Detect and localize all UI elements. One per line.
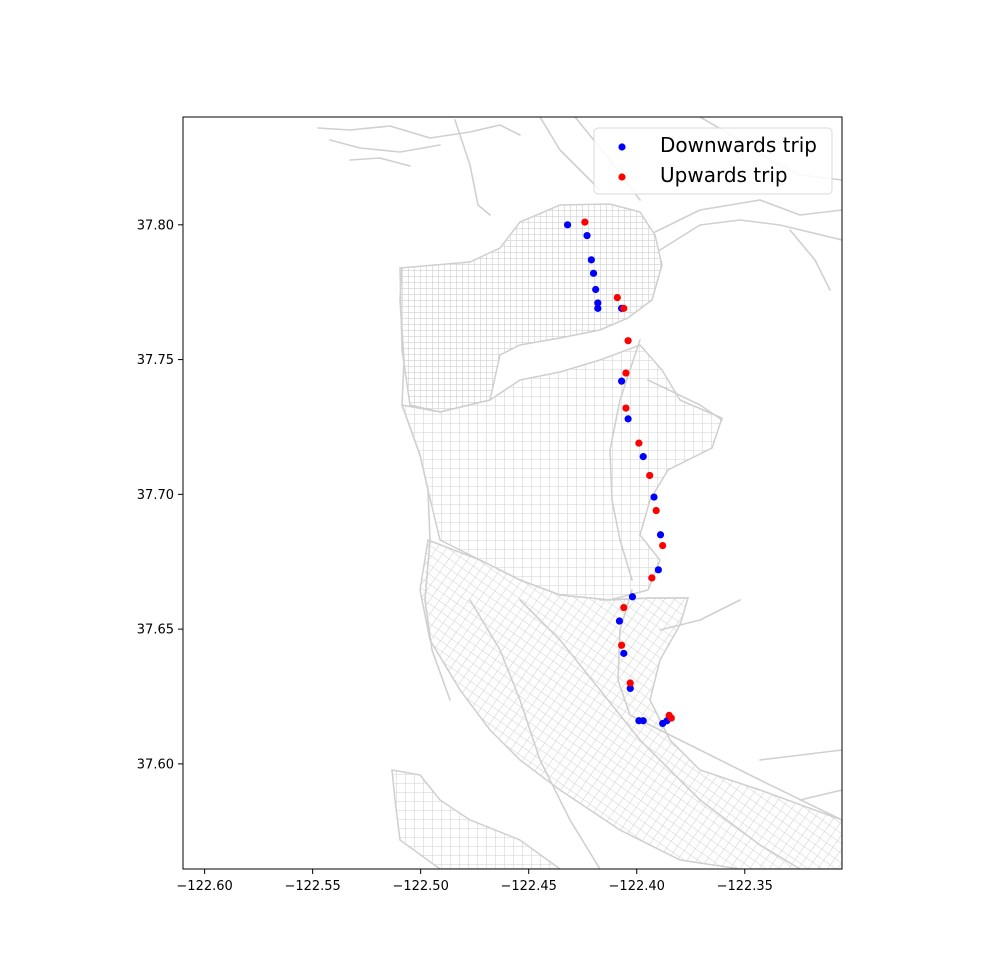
upwards-trip-point bbox=[635, 439, 643, 447]
downwards-trip-point bbox=[639, 717, 647, 725]
downwards-trip-point bbox=[594, 299, 602, 307]
x-tick-label: −122.45 bbox=[501, 879, 557, 894]
upwards-trip-point bbox=[652, 506, 660, 515]
upwards-trip-point bbox=[622, 404, 630, 412]
downwards-trip-series bbox=[563, 221, 671, 728]
upwards-trip-point bbox=[622, 369, 630, 377]
downwards-trip-point bbox=[589, 269, 598, 277]
downwards-trip-point bbox=[654, 566, 662, 574]
legend-marker-downwards bbox=[618, 143, 626, 151]
upwards-trip-point bbox=[646, 471, 654, 480]
downwards-trip-point bbox=[618, 377, 626, 385]
downwards-trip-point bbox=[563, 221, 572, 229]
x-tick-label: −122.35 bbox=[717, 879, 773, 894]
downwards-trip-point bbox=[615, 617, 624, 625]
upwards-trip-point bbox=[648, 574, 656, 582]
upwards-trip-point bbox=[659, 541, 667, 550]
legend-label-upwards: Upwards trip bbox=[660, 163, 788, 187]
downwards-trip-point bbox=[626, 684, 634, 693]
legend: Downwards trip Upwards trip bbox=[593, 127, 833, 195]
upwards-trip-point bbox=[581, 218, 589, 226]
upwards-trip-point bbox=[626, 679, 634, 687]
y-tick-label: 37.80 bbox=[137, 218, 174, 233]
legend-label-downwards: Downwards trip bbox=[660, 133, 817, 157]
legend-box bbox=[593, 127, 833, 195]
upwards-trip-series bbox=[581, 218, 675, 722]
downwards-trip-point bbox=[592, 285, 600, 294]
y-tick-label: 37.70 bbox=[137, 488, 174, 503]
downwards-trip-point bbox=[594, 304, 602, 312]
x-tick-label: −122.60 bbox=[176, 879, 232, 894]
x-tick-label: −122.55 bbox=[284, 879, 340, 894]
downwards-trip-point bbox=[587, 256, 595, 264]
x-tick-label: −122.40 bbox=[609, 879, 665, 894]
y-tick-label: 37.60 bbox=[137, 757, 174, 772]
upwards-trip-point bbox=[624, 337, 632, 345]
y-tick-label: 37.65 bbox=[137, 623, 174, 638]
downwards-trip-point bbox=[624, 415, 632, 423]
downwards-trip-point bbox=[583, 231, 591, 240]
legend-marker-upwards bbox=[618, 173, 626, 181]
plot-frame bbox=[182, 116, 843, 870]
downwards-trip-point bbox=[656, 531, 665, 539]
upwards-trip-point bbox=[620, 603, 628, 612]
downwards-trip-point bbox=[620, 649, 628, 657]
upwards-trip-point bbox=[620, 304, 628, 312]
street-network-basemap bbox=[317, 117, 842, 869]
y-axis: 37.60 37.65 37.70 37.75 37.80 bbox=[137, 218, 183, 772]
downwards-trip-point bbox=[639, 453, 647, 461]
upwards-trip-point bbox=[613, 293, 621, 302]
downwards-trip-point bbox=[650, 493, 658, 501]
x-tick-label: −122.50 bbox=[392, 879, 448, 894]
upwards-trip-point bbox=[618, 641, 626, 649]
downwards-trip-point bbox=[628, 593, 637, 601]
upwards-trip-point bbox=[667, 714, 675, 722]
y-tick-label: 37.75 bbox=[137, 353, 174, 368]
x-axis: −122.60 −122.55 −122.50 −122.45 −122.40 −122.… bbox=[176, 869, 773, 894]
trip-points bbox=[563, 218, 675, 728]
